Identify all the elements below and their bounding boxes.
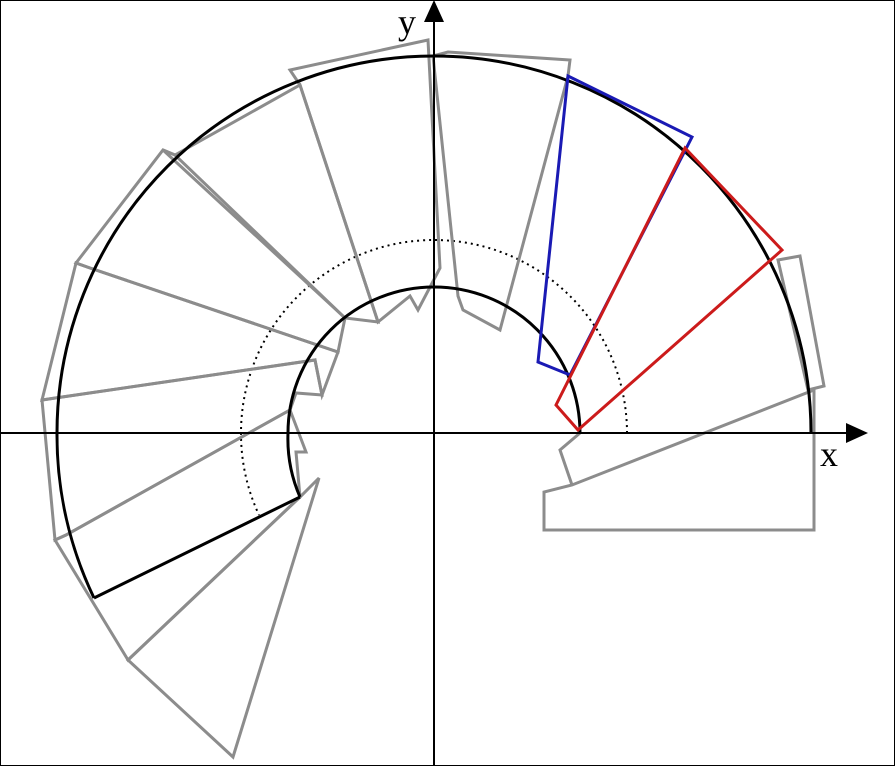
highlighted-step-blue (536, 73, 695, 377)
inner-arc (286, 285, 582, 498)
step-outline (776, 254, 826, 392)
step-outline (558, 431, 581, 486)
outer-arc (55, 54, 813, 599)
step-outline (73, 148, 347, 354)
step-outline (40, 358, 324, 543)
step-outline (125, 476, 321, 760)
x-axis-label: x (820, 434, 838, 474)
final-step-edge (93, 495, 301, 600)
step-outline (52, 407, 309, 663)
y-axis-label: y (398, 2, 416, 42)
step-outlines (40, 38, 826, 760)
x-axis-arrowhead (846, 423, 868, 443)
step-outline (161, 82, 381, 324)
step-outline (431, 50, 572, 333)
highlighted-step-red (554, 145, 785, 433)
y-axis-arrowhead (424, 0, 444, 22)
dotted-mid-arc (239, 238, 628, 516)
step-outline (542, 387, 816, 532)
step-outline (287, 38, 442, 325)
